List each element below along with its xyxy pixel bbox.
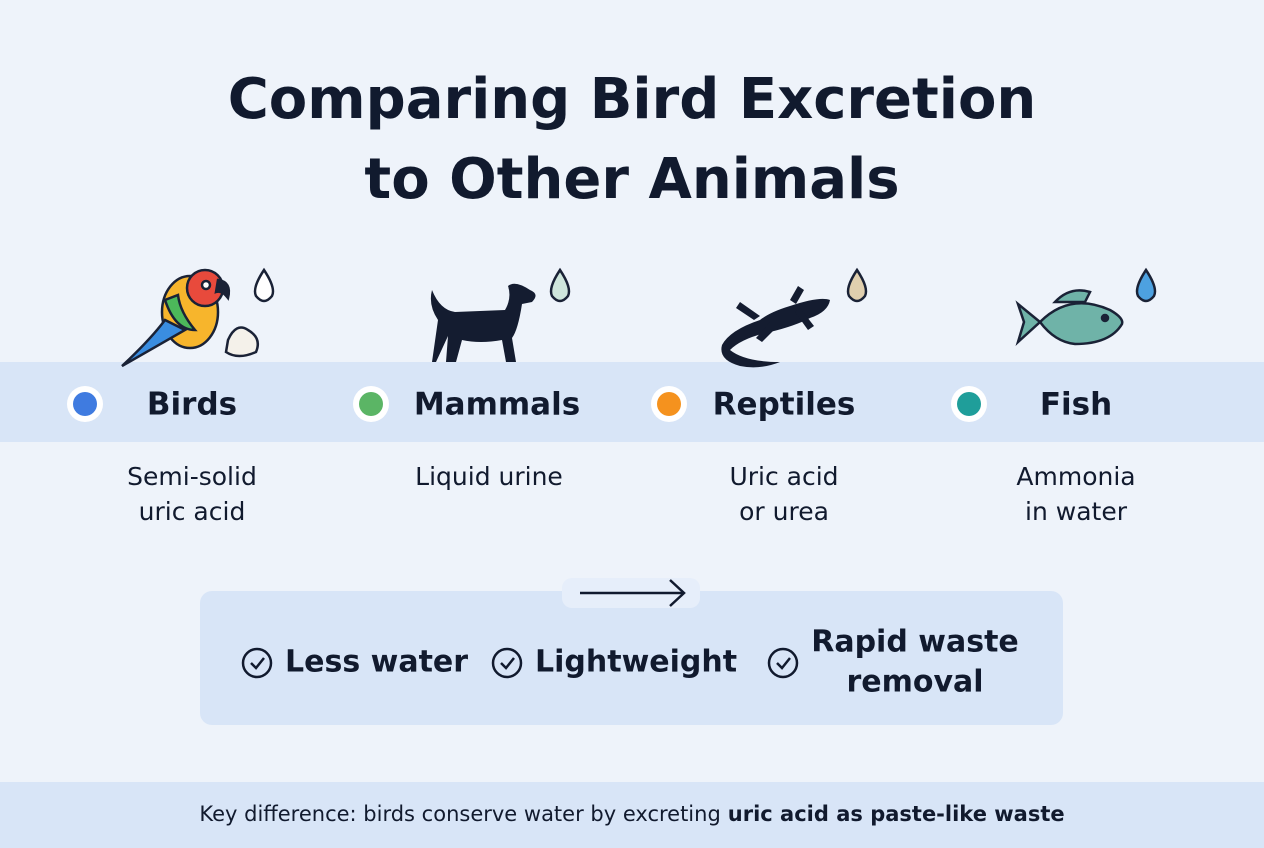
check-mark: [776, 657, 791, 670]
color-dot: [657, 392, 681, 416]
animal-description: Liquid urine: [415, 462, 563, 491]
check-icon: [241, 647, 273, 679]
animal-description: uric acid: [139, 497, 246, 526]
animal-band: [0, 362, 1264, 442]
dog-icon: [430, 267, 571, 362]
benefits-box: [200, 591, 1063, 725]
animal-description: Ammonia: [1016, 462, 1135, 491]
check-mark: [500, 657, 515, 670]
fish-icon: [1015, 267, 1157, 346]
title-line: Comparing Bird Excretion: [228, 67, 1037, 132]
animal-description: or urea: [739, 497, 829, 526]
arrow: [580, 579, 686, 607]
footer-emphasis: uric acid as paste-like waste: [728, 802, 1065, 826]
check-icon: [767, 647, 799, 679]
animal-name: Reptiles: [713, 387, 856, 423]
animal-name: Birds: [147, 387, 237, 423]
parrot-icon: [121, 267, 275, 368]
benefit-text: Lightweight: [535, 645, 737, 680]
benefit-text: removal: [846, 665, 983, 700]
benefit-text: Less water: [285, 645, 468, 680]
lizard-icon: [721, 267, 868, 368]
title-line: to Other Animals: [364, 147, 899, 212]
check-mark: [250, 657, 265, 670]
footer-text: Key difference: birds conserve water by …: [199, 802, 1064, 826]
check-icon: [491, 647, 523, 679]
animal-description: Uric acid: [729, 462, 838, 491]
benefit-text: Rapid waste: [811, 625, 1019, 660]
content: Comparing Bird Excretion to Other Animals…: [67, 67, 1136, 826]
animal-description: Semi-solid: [127, 462, 257, 491]
color-dot: [359, 392, 383, 416]
footer-plain: Key difference: birds conserve water by …: [199, 802, 720, 826]
animal-name: Mammals: [414, 387, 580, 423]
color-dot: [73, 392, 97, 416]
animal-name: Fish: [1040, 387, 1112, 423]
color-dot: [957, 392, 981, 416]
footer-band: [0, 782, 1264, 848]
animal-description: in water: [1025, 497, 1128, 526]
